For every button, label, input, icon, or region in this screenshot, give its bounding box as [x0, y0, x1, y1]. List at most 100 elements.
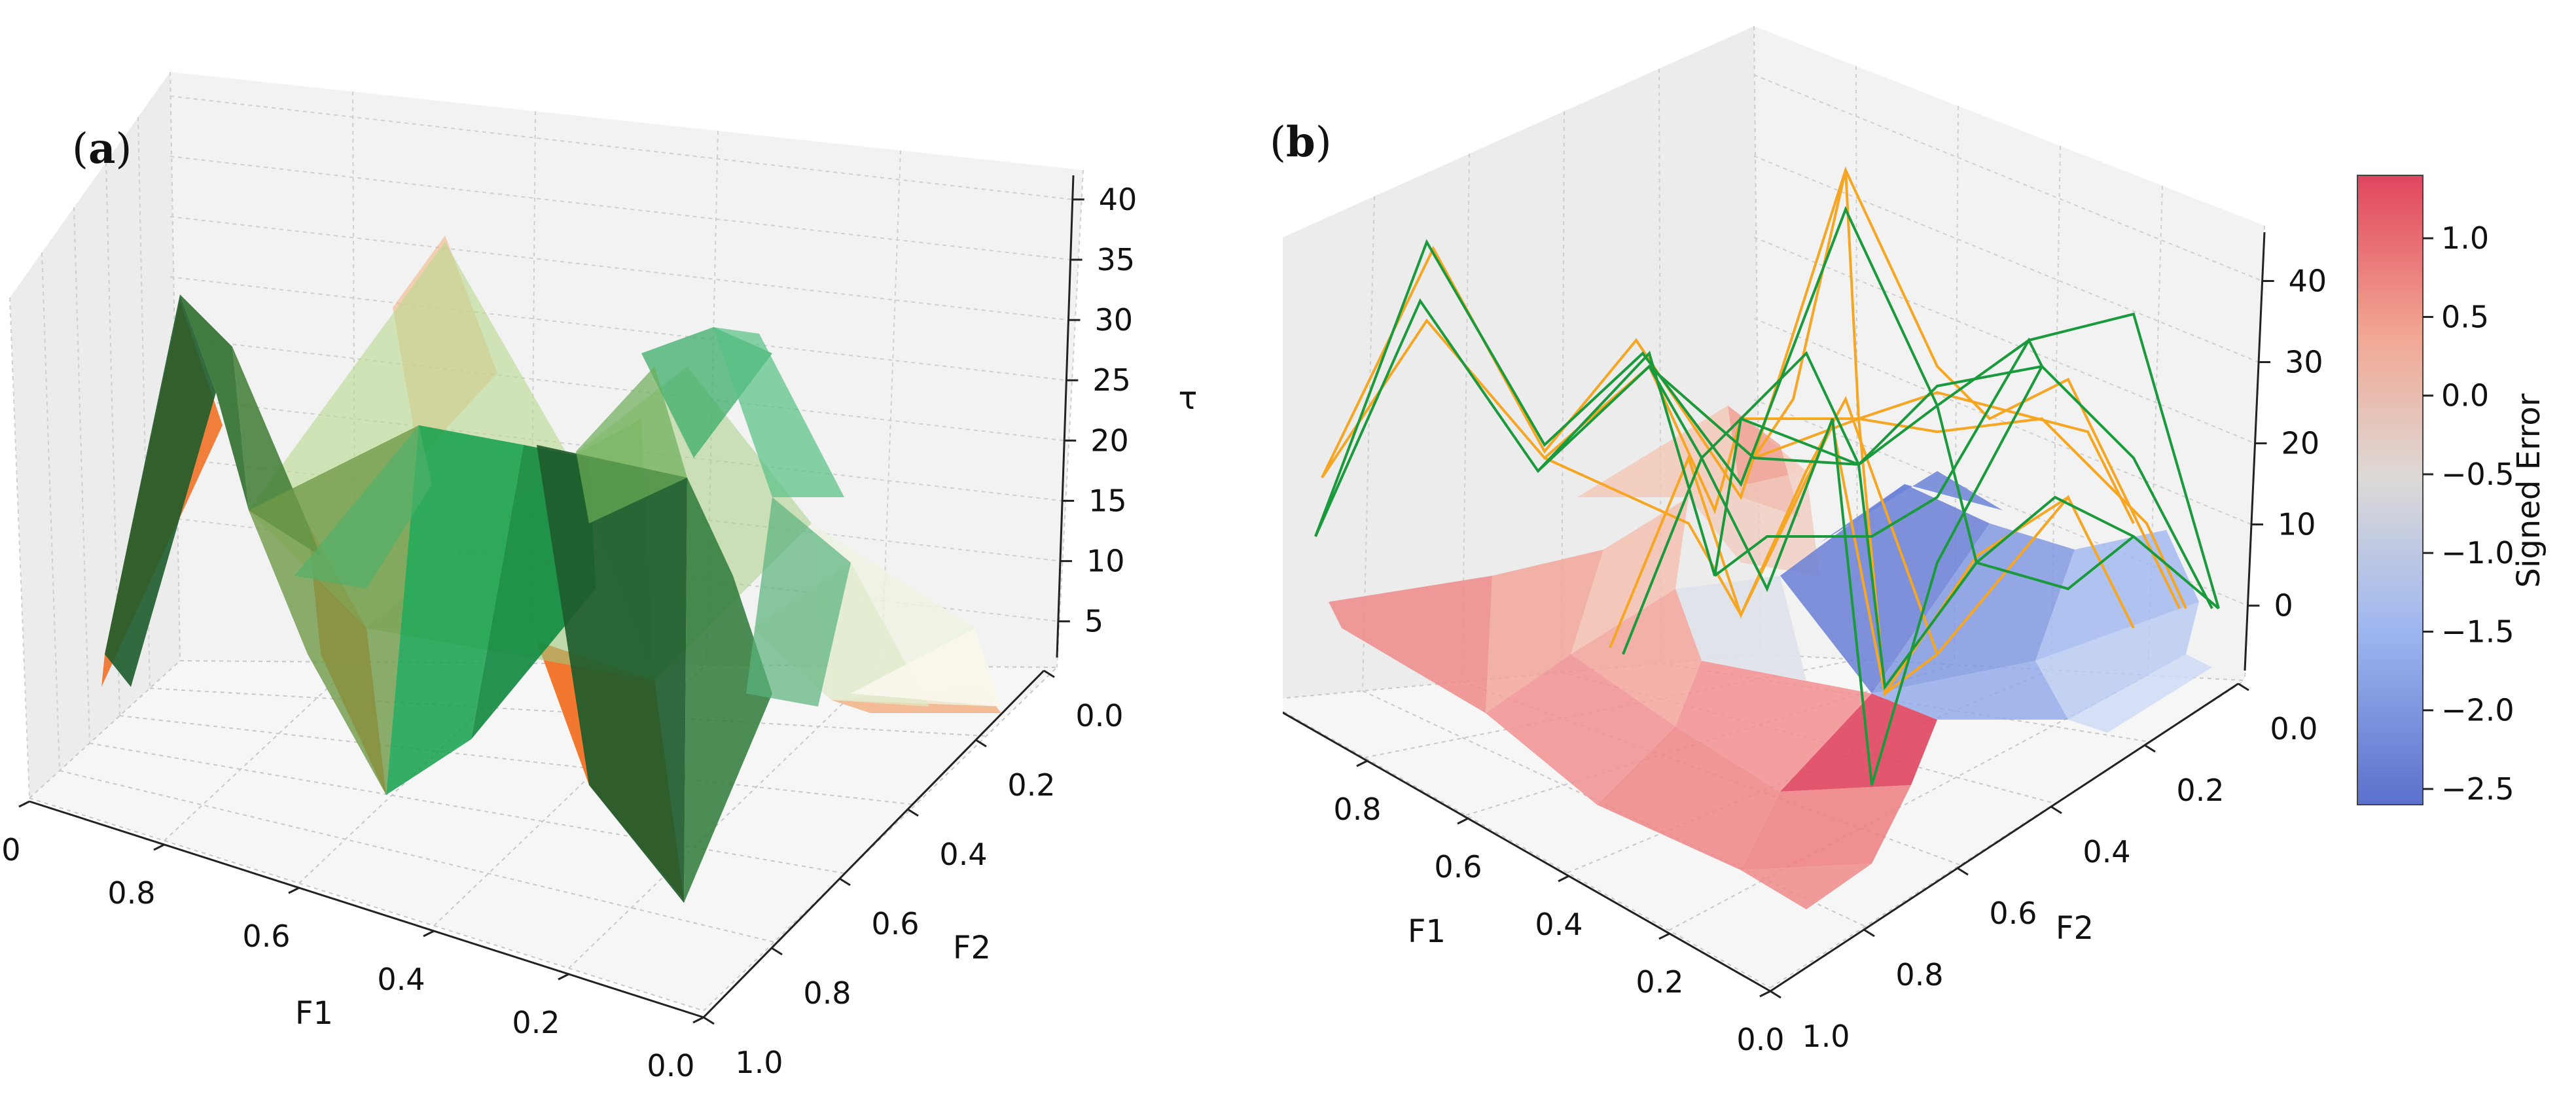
- surface-facet: [713, 327, 844, 497]
- x-tick-mark: [153, 843, 165, 851]
- surface-facet: [1741, 785, 1911, 870]
- y-tick-mark: [1957, 867, 1969, 876]
- y-tick-label: 0.8: [1895, 957, 1943, 992]
- tick-labels: 5 10 15 20 25 30 35 40 1.0 0.8 0.6 0.4 0.2 0.0 0.0 0.2 0…: [0, 182, 1137, 1083]
- grid-line: [2050, 145, 2061, 671]
- surface-facet: [1329, 576, 1492, 713]
- colorbar-ticks: 1.0 0.5 0.0 −0.5 −1.0 −1.5 −2.0 −2.5: [2423, 220, 2514, 807]
- surface-facet: [1872, 523, 2075, 693]
- y-tick-label: 0.2: [2176, 773, 2224, 808]
- colorbar-tick-label: −0.5: [2441, 457, 2514, 492]
- pane-floor: [29, 661, 1057, 1011]
- wireframe-green: [1314, 205, 2220, 786]
- panel-a: 5 10 15 20 25 30 35 40 1.0 0.8 0.6 0.4 0.2 0.0 0.0 0.2 0…: [0, 0, 1283, 1105]
- z-tick-label: 5: [1084, 604, 1103, 639]
- colorbar: [2357, 175, 2424, 805]
- y-tick-label: 0.0: [2270, 711, 2317, 746]
- grid-line: [703, 667, 1058, 1011]
- y-tick-mark: [975, 739, 987, 748]
- surface-facet: [1486, 550, 1603, 713]
- wire-line: [1314, 205, 2220, 609]
- surface-facet: [851, 628, 1001, 707]
- y-tick-mark: [2144, 744, 2156, 753]
- y-tick-mark: [1863, 928, 1875, 938]
- z-axis-line: [1056, 175, 1075, 658]
- z-tick-label: 25: [1092, 362, 1131, 398]
- panel-label-a: (a): [72, 124, 132, 173]
- surface-facet: [746, 497, 851, 707]
- colorbar-tick-label: −1.0: [2441, 535, 2514, 570]
- x-tick-mark: [18, 800, 30, 808]
- surface-facet: [576, 366, 687, 523]
- grid-line: [1753, 317, 2252, 525]
- wire-line: [1314, 298, 2213, 609]
- panel-b: 0 10 20 30 40 1.0 0.8 0.6 0.4 0.2 0.0 0.0 0.2 0.4 0.6 0…: [1270, 0, 2576, 1105]
- colorbar-tick-label: −1.5: [2441, 614, 2514, 649]
- wire-line: [1648, 351, 2135, 591]
- grid-line: [170, 336, 1065, 442]
- surface-facet: [2035, 602, 2199, 720]
- x-tick-mark: [1658, 932, 1670, 940]
- x-tick-mark: [1356, 760, 1368, 767]
- y-tick-label: 0.6: [1989, 896, 2037, 931]
- error-surface: [1329, 406, 2212, 909]
- chart-a: 5 10 15 20 25 30 35 40 1.0 0.8 0.6 0.4 0.2 0.0 0.0 0.2 0…: [0, 71, 1198, 1083]
- grid-line: [170, 276, 1067, 381]
- y-tick-label: 1.0: [1802, 1019, 1850, 1054]
- grid-line: [170, 95, 1073, 200]
- y-tick-mark: [2050, 805, 2062, 815]
- surface-facet: [1675, 661, 1872, 792]
- z-tick-label: 20: [2281, 426, 2320, 461]
- grid-line: [568, 665, 882, 969]
- wire-line: [1753, 169, 2069, 697]
- colorbar-tick-label: 0.5: [2441, 299, 2489, 334]
- y-tick-mark: [907, 808, 919, 817]
- x-tick-mark: [558, 973, 569, 981]
- y-tick-mark: [2238, 682, 2249, 692]
- z-tick-label: 40: [1099, 182, 1137, 217]
- y-axis-line: [702, 669, 1045, 1019]
- x-tick-label: 0.0: [1736, 1022, 1784, 1057]
- z-axis-title: τ: [1179, 380, 1198, 417]
- x-tick-label: 0.6: [242, 919, 290, 954]
- x-tick-mark: [423, 930, 435, 938]
- surface-facet: [1571, 497, 1689, 654]
- y-axis-title: F2: [2056, 910, 2094, 947]
- surface-facet: [180, 294, 249, 510]
- x-axis-line: [1283, 711, 1771, 992]
- z-tick-label: 10: [1086, 544, 1125, 579]
- wire-line: [1321, 318, 2187, 609]
- surface-facet: [1872, 661, 2068, 720]
- y-tick-label: 0.2: [1007, 767, 1055, 803]
- y-tick-mark: [1770, 990, 1781, 999]
- y-tick-label: 0.6: [871, 906, 919, 941]
- colorbar-tick-label: 0.0: [2441, 378, 2489, 413]
- x-tick-mark: [692, 1016, 704, 1024]
- grid-line: [170, 216, 1069, 321]
- y-tick-label: 0.4: [939, 837, 987, 872]
- x-tick-label: 0.8: [1333, 792, 1381, 827]
- z-tick-label: 15: [1088, 483, 1127, 518]
- z-tick-label: 0: [2274, 588, 2293, 623]
- z-axis-line: [2244, 232, 2266, 671]
- grid-line: [105, 162, 120, 716]
- z-tick-label: 40: [2289, 263, 2327, 298]
- surface-facet: [537, 445, 687, 903]
- y-tick-label: 0.8: [803, 975, 851, 1011]
- wire-line: [1713, 337, 2043, 577]
- grid-line: [29, 798, 704, 1011]
- x-tick-label: 0.0: [647, 1048, 694, 1083]
- surface-facet: [1741, 864, 1872, 909]
- surface-facet: [684, 478, 772, 903]
- x-tick-label: 0.2: [1636, 964, 1683, 1000]
- surface-green: [105, 294, 851, 903]
- colorbar-label: Signed Error: [2511, 393, 2547, 588]
- y-tick-mark: [839, 877, 851, 886]
- grid-line: [1753, 26, 1761, 655]
- x-tick-label: 0.4: [1535, 907, 1583, 942]
- surface-facet: [105, 294, 216, 687]
- surface-facet: [1571, 589, 1702, 726]
- grid-line: [1561, 672, 2056, 804]
- x-tick-mark: [1558, 875, 1569, 883]
- x-tick-mark: [288, 886, 300, 894]
